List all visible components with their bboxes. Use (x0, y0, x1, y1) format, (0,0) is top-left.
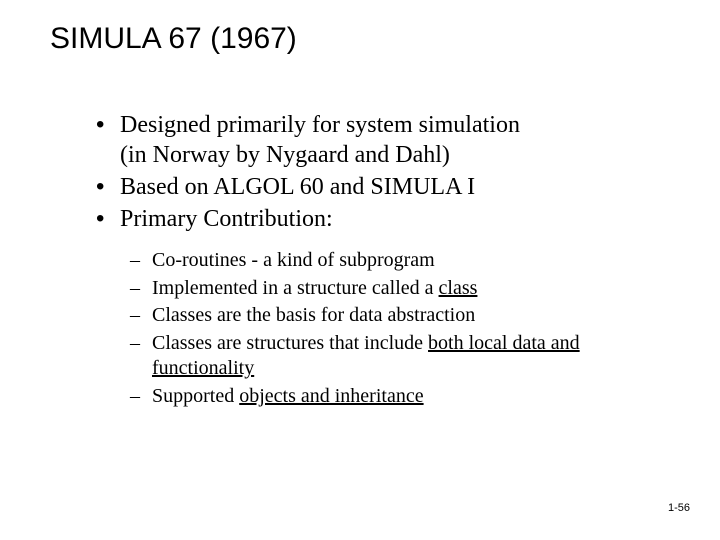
bullet-item: Primary Contribution: (90, 204, 670, 234)
sub-text: Classes are structures that include (152, 332, 428, 354)
underline-text: objects and inheritance (239, 385, 423, 407)
sub-text: Co-routines - a kind of subprogram (152, 249, 435, 271)
sub-text: Implemented in a structure called a (152, 277, 439, 299)
page-number: 1-56 (668, 502, 690, 514)
underline-text: class (439, 277, 478, 299)
bullet-item: Based on ALGOL 60 and SIMULA I (90, 172, 670, 202)
sub-list: Co-routines - a kind of subprogram Imple… (126, 248, 670, 410)
sub-item: Co-routines - a kind of subprogram (126, 248, 670, 274)
sub-item: Classes are the basis for data abstracti… (126, 303, 670, 329)
sub-item: Implemented in a structure called a clas… (126, 276, 670, 302)
bullet-item: Designed primarily for system simulation… (90, 110, 670, 170)
sub-item: Classes are structures that include both… (126, 331, 670, 382)
bullet-text: Primary Contribution: (120, 206, 333, 232)
sub-text: Classes are the basis for data abstracti… (152, 304, 475, 326)
bullet-list: Designed primarily for system simulation… (90, 110, 670, 234)
bullet-text: Based on ALGOL 60 and SIMULA I (120, 174, 475, 200)
content-area: Designed primarily for system simulation… (90, 110, 670, 412)
sub-text: Supported (152, 385, 239, 407)
underline-text: functionality (152, 357, 254, 379)
slide-title: SIMULA 67 (1967) (50, 22, 297, 56)
bullet-text: (in Norway by Nygaard and Dahl) (120, 142, 450, 168)
sub-item: Supported objects and inheritance (126, 384, 670, 410)
slide: SIMULA 67 (1967) Designed primarily for … (0, 0, 720, 540)
underline-text: both local data and (428, 332, 580, 354)
bullet-text: Designed primarily for system simulation (120, 112, 520, 138)
